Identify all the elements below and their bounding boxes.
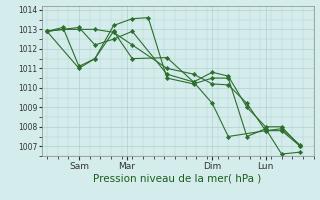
X-axis label: Pression niveau de la mer( hPa ): Pression niveau de la mer( hPa ) [93, 173, 262, 183]
